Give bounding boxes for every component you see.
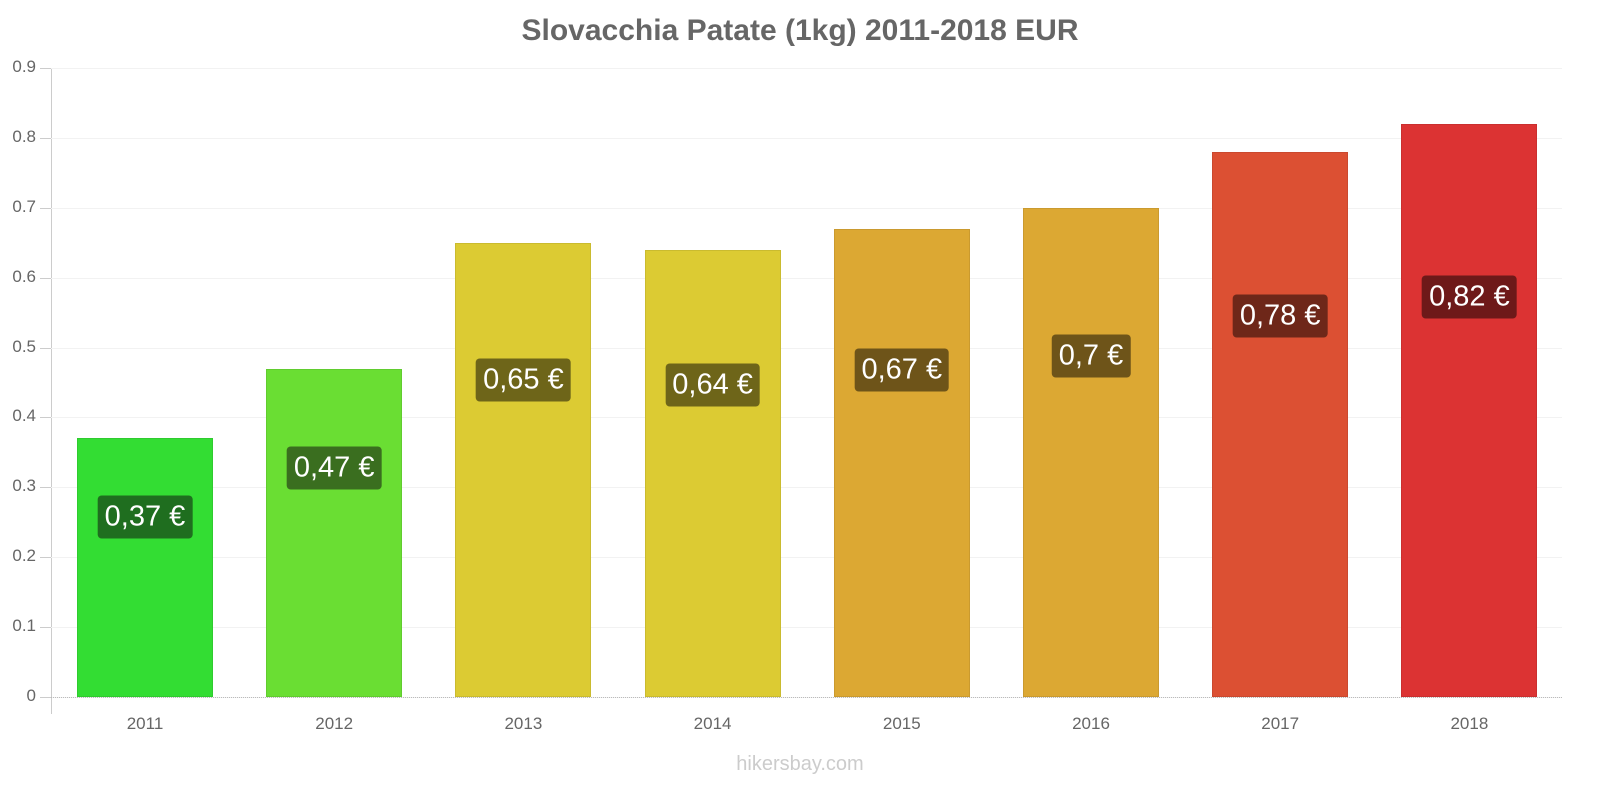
- y-axis-line: [51, 68, 52, 714]
- y-tick-label: 0.4: [12, 406, 36, 426]
- x-tick-label: 2015: [882, 714, 921, 733]
- watermark: hikersbay.com: [736, 753, 864, 775]
- gridline: [51, 347, 1562, 349]
- y-tick-label: 0.5: [12, 336, 36, 356]
- x-axis-line: [51, 697, 1562, 699]
- plot-area: 0,37 € 0,47 € 0,65 € 0,64 € 0,67 € 0,7 € 0,78 …: [51, 68, 1562, 698]
- gridline: [51, 557, 1562, 559]
- bar-2011[interactable]: 0,37 €: [77, 438, 213, 697]
- y-tick-mark: [40, 207, 51, 209]
- bar-2012[interactable]: 0,47 €: [266, 368, 403, 697]
- x-tick-label: 2017: [1261, 714, 1300, 733]
- gridline: [51, 627, 1562, 629]
- x-tick-label: 2016: [1072, 714, 1110, 733]
- data-label: 0,82 €: [1422, 275, 1517, 319]
- y-tick-mark: [40, 487, 51, 489]
- data-label: 0,78 €: [1232, 294, 1328, 338]
- y-tick-mark: [40, 557, 51, 559]
- y-tick-mark: [40, 627, 51, 629]
- y-tick-label: 0.7: [12, 196, 36, 216]
- y-tick-label: 0.2: [12, 546, 36, 566]
- y-tick-label: 0.1: [12, 616, 36, 636]
- data-label: 0,7 €: [1051, 334, 1131, 378]
- bar-2013[interactable]: 0,65 €: [455, 242, 592, 697]
- gridline: [51, 137, 1562, 139]
- data-label: 0,47 €: [286, 446, 382, 490]
- data-label: 0,64 €: [665, 363, 760, 407]
- x-tick-label: 2013: [504, 714, 543, 733]
- data-label: 0,67 €: [854, 348, 950, 392]
- y-tick-mark: [40, 68, 51, 69]
- y-tick-label: 0.3: [12, 476, 36, 496]
- y-tick-mark: [40, 137, 51, 139]
- y-tick-label: 0.6: [12, 266, 36, 286]
- gridline: [51, 487, 1562, 489]
- bar-2018[interactable]: 0,82 €: [1401, 123, 1538, 697]
- x-tick-label: 2014: [693, 714, 732, 733]
- bar-2016[interactable]: 0,7 €: [1023, 207, 1159, 697]
- gridline: [51, 277, 1562, 279]
- gridline: [51, 68, 1562, 69]
- data-label: 0,65 €: [476, 358, 571, 402]
- y-tick-label: 0.9: [12, 57, 36, 76]
- gridline: [51, 417, 1562, 419]
- y-tick-label: 0.8: [12, 126, 36, 146]
- y-tick-label: 0: [26, 686, 36, 705]
- gridline: [51, 207, 1562, 209]
- x-tick-label: 2011: [126, 714, 164, 733]
- chart-title: Slovacchia Patate (1kg) 2011-2018 EUR: [521, 14, 1079, 47]
- bar-2014[interactable]: 0,64 €: [644, 249, 781, 697]
- y-tick-mark: [40, 697, 51, 698]
- bar-2015[interactable]: 0,67 €: [833, 228, 970, 697]
- bar-2017[interactable]: 0,78 €: [1212, 151, 1349, 697]
- data-label: 0,37 €: [97, 495, 193, 539]
- y-tick-mark: [40, 277, 51, 279]
- y-tick-mark: [40, 347, 51, 349]
- y-tick-mark: [40, 417, 51, 419]
- x-tick-label: 2012: [315, 714, 354, 733]
- x-tick-label: 2018: [1450, 714, 1489, 733]
